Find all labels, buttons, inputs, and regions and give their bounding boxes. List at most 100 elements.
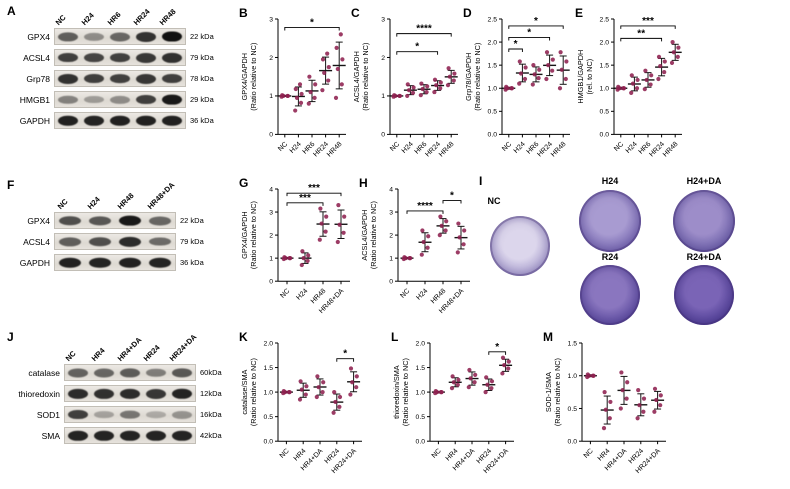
- y-tick-label: 1.5: [488, 62, 498, 69]
- x-category-label: NC: [501, 141, 513, 153]
- scatter-point: [658, 403, 663, 408]
- scatter-point: [483, 390, 488, 395]
- scatter-point: [500, 371, 505, 376]
- significance-bracket: [286, 202, 324, 206]
- significance-stars: ***: [642, 16, 654, 27]
- significance-stars: *: [514, 39, 518, 50]
- panel-letter-B: B: [239, 6, 248, 20]
- scatter-point: [658, 393, 663, 398]
- scatter-point: [335, 239, 340, 245]
- scatter-point: [608, 399, 613, 405]
- y-axis-title-line: catalase/SMA: [240, 369, 249, 414]
- scatter-point: [405, 82, 410, 87]
- lane-label-HR24: HR24: [142, 343, 162, 363]
- scatter-point: [537, 67, 542, 72]
- scatter-point: [418, 93, 423, 98]
- scatter-point: [634, 86, 640, 91]
- scatter-point: [337, 222, 342, 227]
- scatter-point: [308, 89, 313, 95]
- y-tick-label: 2: [389, 232, 393, 239]
- blot-strip-GAPDH: [54, 112, 186, 129]
- lane-label-NC: NC: [55, 196, 70, 211]
- blot-band: [172, 388, 192, 399]
- blot-band: [68, 367, 88, 378]
- scatter-point: [517, 59, 522, 64]
- well-R24+DA: [674, 265, 734, 325]
- y-axis-title-line: GPX4/GAPDH: [240, 211, 249, 258]
- y-tick-label: 0: [381, 132, 385, 139]
- y-axis-title-line: ACSL4/GAPDH: [360, 210, 369, 261]
- scatter-point: [506, 359, 511, 364]
- y-axis-title-line: thioredoxin/SMA: [392, 365, 401, 419]
- scatter-point: [321, 380, 326, 385]
- y-tick-label: 0.5: [488, 109, 498, 116]
- kda-label: 79 kDa: [190, 53, 214, 62]
- y-tick-label: 1.0: [568, 373, 578, 380]
- blot-band: [58, 31, 78, 42]
- scatter-point: [652, 409, 657, 414]
- scatter-point: [299, 91, 304, 97]
- panel-G-chart: G 0 1 2 3 4 NC H24 HR48 HR48+DA *** *** GPX4/GAPDH (R…: [238, 176, 354, 328]
- panel-letter-I: I: [479, 174, 483, 188]
- lane-label-HR4: HR4: [90, 346, 108, 363]
- blot-band: [148, 216, 172, 225]
- scatter-point: [331, 410, 336, 415]
- blot-band: [88, 257, 112, 268]
- blot-band: [120, 430, 140, 441]
- significance-stars: ***: [308, 183, 320, 194]
- blot-band: [110, 115, 130, 126]
- kda-label: 12kDa: [200, 389, 222, 398]
- scatter-point: [522, 76, 528, 82]
- scatter-point: [320, 57, 326, 62]
- y-tick-label: 4: [389, 186, 393, 193]
- blot-strip-GPX4: [54, 212, 176, 229]
- scatter-point: [618, 406, 623, 411]
- significance-stars: *: [534, 16, 538, 27]
- scatter-point: [461, 242, 466, 247]
- scatter-point: [304, 384, 309, 389]
- scatter-point: [641, 409, 646, 414]
- panel-F-western-blot: F NC H24 HR48 HR48+DA GPX4 22 kDa ACSL4 79 kDa GA…: [6, 178, 234, 275]
- scatter-point: [489, 379, 495, 384]
- blot-band: [148, 257, 172, 268]
- scatter-point: [426, 234, 431, 239]
- scatter-point: [536, 75, 541, 81]
- y-axis-title-line: HMGB1/GAPDH: [576, 50, 585, 104]
- scatter-point: [333, 399, 338, 405]
- scatter-point: [616, 84, 621, 89]
- y-axis-title-line: (Ratio relative to NC): [473, 43, 482, 111]
- y-tick-label: 3: [381, 16, 385, 23]
- significance-bracket: [406, 210, 444, 214]
- y-tick-label: 1: [381, 93, 385, 100]
- panel-letter-A: A: [7, 4, 16, 18]
- blot-band: [162, 52, 182, 63]
- scatter-point: [282, 255, 287, 260]
- lane-label-HR6: HR6: [106, 10, 124, 27]
- blot-strip-GPX4: [54, 28, 186, 45]
- protein-label: HMGB1: [19, 94, 50, 105]
- y-tick-label: 2.0: [488, 39, 498, 46]
- scatter-point: [636, 388, 641, 393]
- significance-bracket: [284, 27, 340, 31]
- panel-A-western-blot: A NC H24 HR6 HR24 HR48 GPX4 22 kDa ACSL4 79 kDa Gr…: [6, 4, 234, 133]
- chart-E-svg: 0.00.51.01.52.02.5NC H24HR6HR24HR48*****H…: [576, 16, 682, 158]
- lane-labels-J: NC HR4 HR4+DA HR24 HR24+DA: [60, 330, 238, 364]
- x-category-label: NC: [583, 448, 595, 460]
- scatter-point: [624, 396, 629, 401]
- x-category-label: H24: [401, 141, 415, 155]
- protein-label: GPX4: [27, 215, 50, 226]
- scatter-point: [402, 255, 407, 260]
- scatter-point: [484, 375, 489, 380]
- scatter-point: [620, 388, 625, 393]
- scatter-point: [299, 387, 304, 392]
- scatter-point: [635, 77, 640, 83]
- scatter-point: [280, 93, 285, 98]
- scatter-point: [670, 39, 675, 45]
- blot-band: [120, 367, 140, 378]
- blot-strip-SOD1: [64, 406, 196, 423]
- panel-H-chart: H 0 1 2 3 4 NC H24 HR48 HR48+DA **** * ACSL4/GAPDH (R…: [358, 176, 474, 328]
- scatter-point: [456, 377, 461, 382]
- blot-band: [162, 31, 182, 42]
- blot-band: [118, 257, 142, 268]
- scatter-point: [392, 93, 397, 98]
